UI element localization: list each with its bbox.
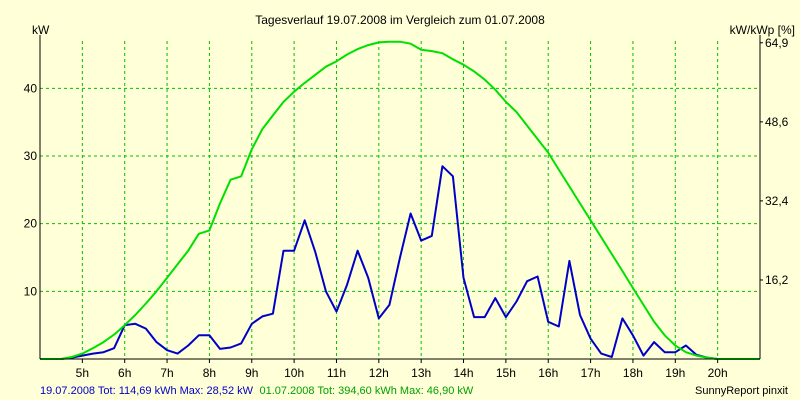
x-tick-label: 16h [538, 366, 558, 380]
y-tick-label-right: 32,4 [765, 194, 789, 208]
y-tick-label-left: 40 [24, 81, 38, 95]
x-tick-labels: 5h 6h 7h 8h 9h 10h 11h 12h 13h 14h 15h 16h 17h 18h 19h… [76, 359, 728, 380]
legend-series-1: 19.07.2008 Tot: 114,69 kWh Max: 28,52 kW [40, 385, 254, 397]
footer-legend: 19.07.2008 Tot: 114,69 kWh Max: 28,52 kW… [40, 381, 474, 398]
grid-layer [40, 41, 760, 359]
x-tick-label: 15h [496, 366, 516, 380]
x-tick-label: 11h [327, 366, 346, 380]
x-tick-label: 6h [118, 366, 131, 380]
x-tick-label: 13h [411, 366, 431, 380]
frame-layer [39, 35, 761, 360]
credit-text: SunnyReport pinxit [695, 385, 788, 397]
legend-series-2: 01.07.2008 Tot: 394,60 kWh Max: 46,90 kW [259, 385, 473, 397]
y-tick-label-left: 10 [24, 284, 38, 298]
x-tick-label: 10h [284, 366, 304, 380]
y-axis-label-right: kW/kWp [%] [730, 23, 795, 37]
x-tick-label: 20h [708, 366, 728, 380]
series-line-2 [40, 40, 760, 360]
y-tick-label-left: 20 [24, 217, 38, 231]
x-tick-label: 12h [369, 366, 389, 380]
x-tick-label: 7h [160, 366, 173, 380]
x-tick-label: 5h [76, 366, 89, 380]
x-tick-label: 8h [203, 366, 216, 380]
y-tick-labels-left: 10 20 30 40 [24, 81, 38, 298]
series-layer [40, 40, 760, 360]
series-line-1 [40, 165, 760, 360]
y-tick-label-right: 16,2 [765, 273, 789, 287]
y-tick-label-right: 64,9 [765, 36, 789, 50]
x-tick-label: 14h [454, 366, 474, 380]
y-tick-labels-right: 16,2 32,4 48,6 64,9 [760, 36, 789, 287]
y-tick-label-right: 48,6 [765, 115, 789, 129]
x-tick-label: 18h [623, 366, 643, 380]
y-tick-label-left: 30 [24, 149, 38, 163]
x-tick-label: 9h [245, 366, 258, 380]
x-tick-label: 19h [665, 366, 685, 380]
y-axis-label-left: kW [32, 23, 50, 37]
chart-title: Tagesverlauf 19.07.2008 im Vergleich zum… [255, 13, 545, 27]
x-tick-label: 17h [581, 366, 601, 380]
